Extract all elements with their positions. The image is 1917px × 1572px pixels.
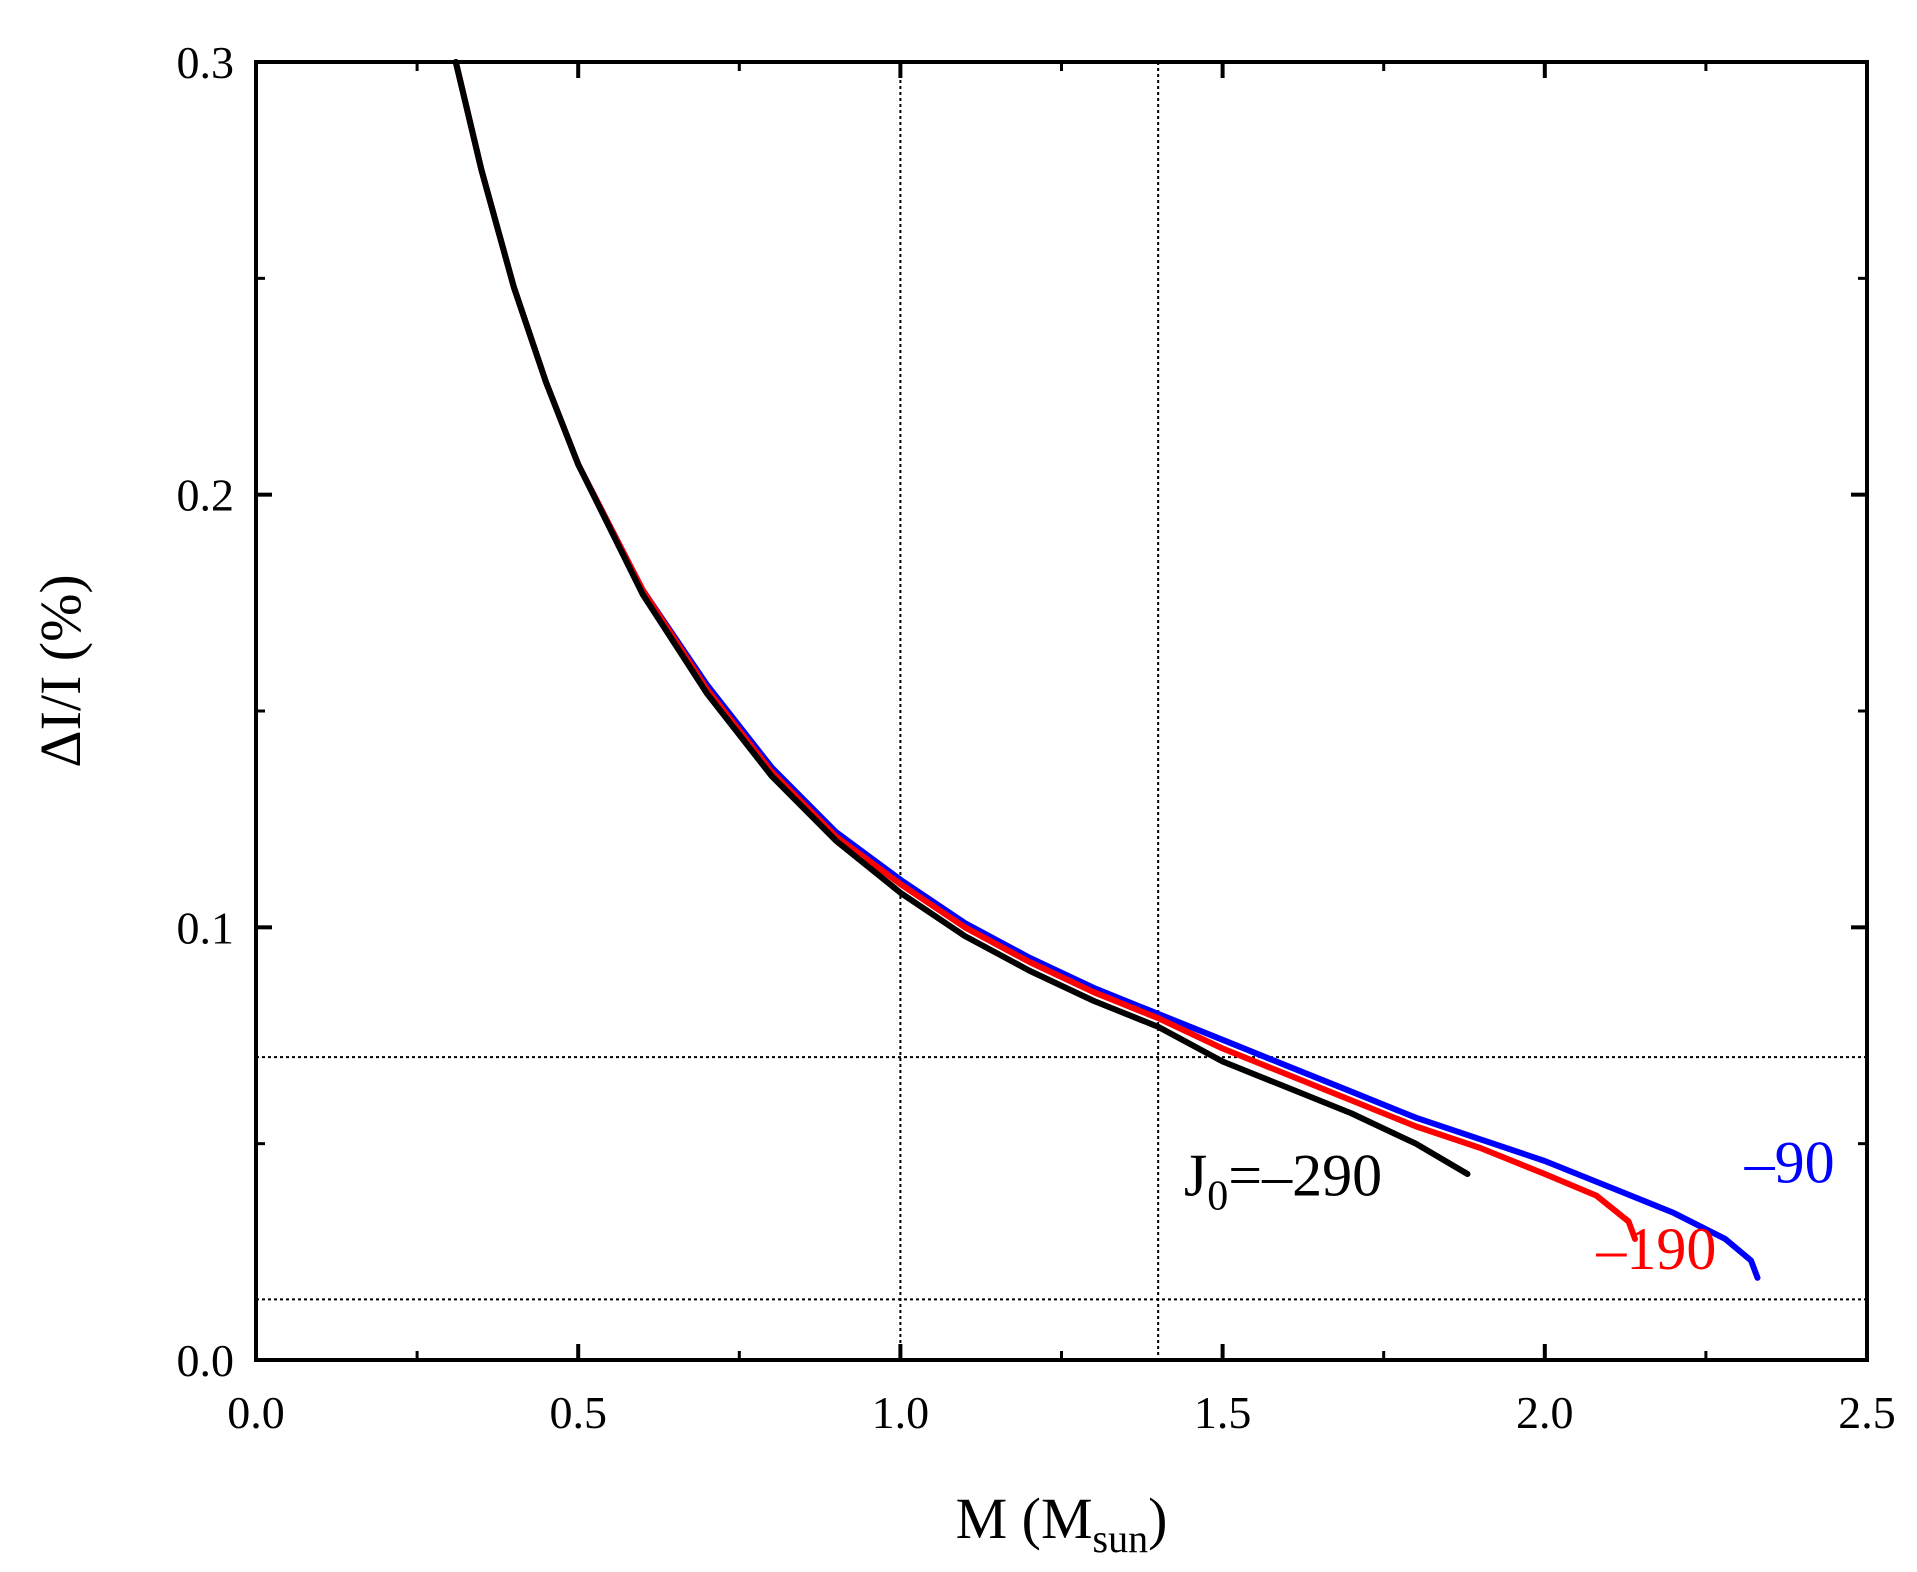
series-label-190: –190 [1595, 1216, 1716, 1282]
y-tick-label: 0.0 [177, 1335, 235, 1386]
series-group [452, 59, 1761, 1281]
plot-frame [254, 60, 1869, 1362]
x-tick-label: 1.5 [1194, 1387, 1252, 1438]
y-tick-label: 0.1 [177, 902, 235, 953]
x-tick-label: 1.0 [872, 1387, 930, 1438]
x-axis-title-sub: sun [1093, 1516, 1149, 1561]
y-tick-label: 0.3 [177, 37, 235, 88]
series-line--90 [452, 59, 1761, 1281]
reference-lines [256, 62, 1867, 1360]
x-tick-label: 0.0 [227, 1387, 285, 1438]
x-axis-title-main: M (M [956, 1486, 1093, 1551]
y-tick-label: 0.2 [177, 470, 235, 521]
series-labels: J0=–290 –190 –90 [1184, 1130, 1835, 1283]
axis-ticks [254, 60, 1869, 1362]
series-line-J0=-290 [452, 59, 1471, 1177]
x-tick-label: 2.5 [1838, 1387, 1896, 1438]
x-tick-label: 2.0 [1516, 1387, 1574, 1438]
series-label-j-rest: =–290 [1228, 1143, 1382, 1209]
x-axis-title-end: ) [1148, 1486, 1167, 1551]
series-label-j: J [1184, 1143, 1207, 1209]
series-line--190 [452, 59, 1638, 1242]
y-axis-title: ΔI/I (%) [28, 574, 93, 767]
series-label-j0-290: J0=–290 [1184, 1143, 1382, 1220]
x-axis-title: M (Msun) [956, 1486, 1168, 1561]
series-label-j-sub: 0 [1207, 1174, 1228, 1220]
x-tick-label: 0.5 [549, 1387, 607, 1438]
series-label-90: –90 [1744, 1130, 1835, 1196]
tick-labels: 0.0 0.5 1.0 1.5 2.0 2.5 0.0 0.1 0.2 0.3 [177, 37, 1896, 1438]
